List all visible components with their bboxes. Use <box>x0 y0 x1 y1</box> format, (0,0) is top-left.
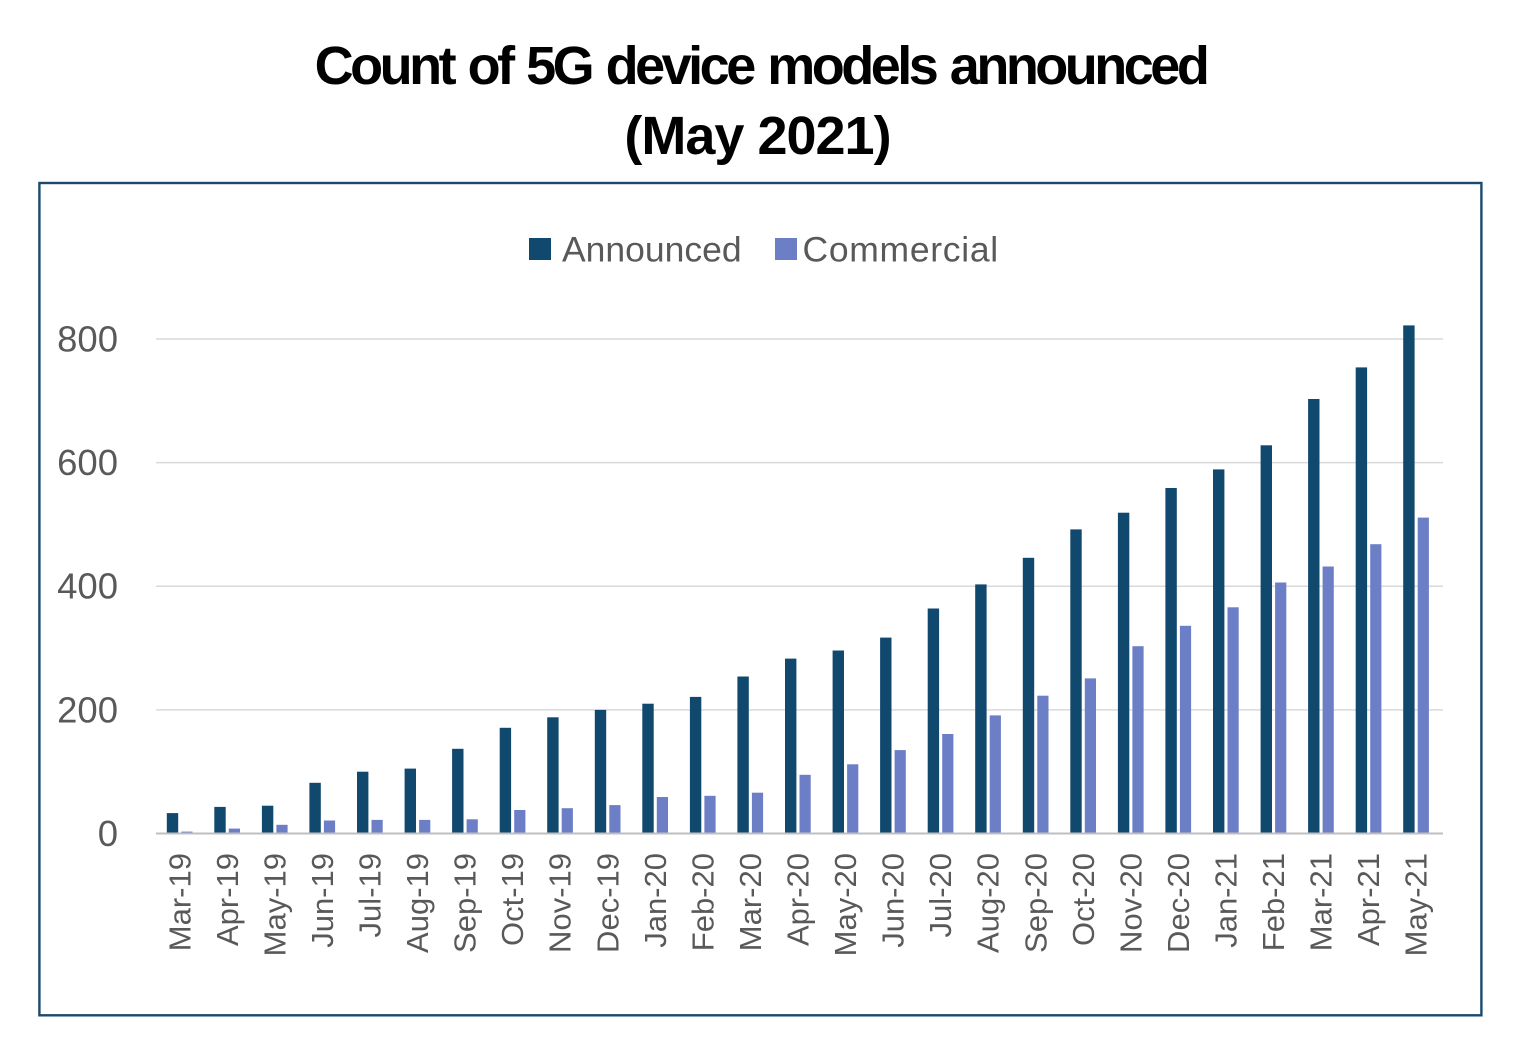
svg-text:Oct-20: Oct-20 <box>1066 853 1101 946</box>
svg-text:May-20: May-20 <box>828 853 863 956</box>
svg-text:Feb-21: Feb-21 <box>1256 853 1291 951</box>
svg-text:800: 800 <box>57 319 118 360</box>
svg-text:Jun-19: Jun-19 <box>305 853 340 948</box>
svg-text:Mar-19: Mar-19 <box>162 853 197 951</box>
svg-text:200: 200 <box>57 689 118 730</box>
svg-text:Jun-20: Jun-20 <box>876 853 911 948</box>
svg-text:Announced: Announced <box>562 230 742 270</box>
svg-text:Jul-19: Jul-19 <box>353 853 388 937</box>
svg-text:May-21: May-21 <box>1399 853 1434 956</box>
svg-text:Dec-19: Dec-19 <box>590 853 625 953</box>
svg-text:Apr-19: Apr-19 <box>210 853 245 946</box>
svg-text:600: 600 <box>57 442 118 483</box>
svg-text:Jul-20: Jul-20 <box>923 853 958 937</box>
svg-text:Commercial: Commercial <box>803 230 999 270</box>
svg-text:0: 0 <box>98 813 118 854</box>
svg-text:Dec-20: Dec-20 <box>1161 853 1196 953</box>
svg-text:Sep-19: Sep-19 <box>448 853 483 953</box>
svg-text:Count of 5G device models anno: Count of 5G device models announced <box>315 36 1207 96</box>
svg-text:May-19: May-19 <box>257 853 292 956</box>
svg-text:Oct-19: Oct-19 <box>495 853 530 946</box>
svg-text:Jan-21: Jan-21 <box>1209 853 1244 948</box>
svg-text:Apr-20: Apr-20 <box>781 853 816 946</box>
svg-text:Nov-19: Nov-19 <box>543 853 578 953</box>
svg-text:Aug-20: Aug-20 <box>971 853 1006 953</box>
svg-text:Jan-20: Jan-20 <box>638 853 673 948</box>
svg-text:Aug-19: Aug-19 <box>400 853 435 953</box>
svg-text:Nov-20: Nov-20 <box>1113 853 1148 953</box>
svg-text:Mar-20: Mar-20 <box>733 853 768 951</box>
svg-text:Feb-20: Feb-20 <box>685 853 720 951</box>
svg-text:Sep-20: Sep-20 <box>1018 853 1053 953</box>
svg-text:Mar-21: Mar-21 <box>1304 853 1339 951</box>
svg-text:(May 2021): (May 2021) <box>624 106 890 166</box>
svg-text:400: 400 <box>57 566 118 607</box>
svg-text:Apr-21: Apr-21 <box>1351 853 1386 946</box>
